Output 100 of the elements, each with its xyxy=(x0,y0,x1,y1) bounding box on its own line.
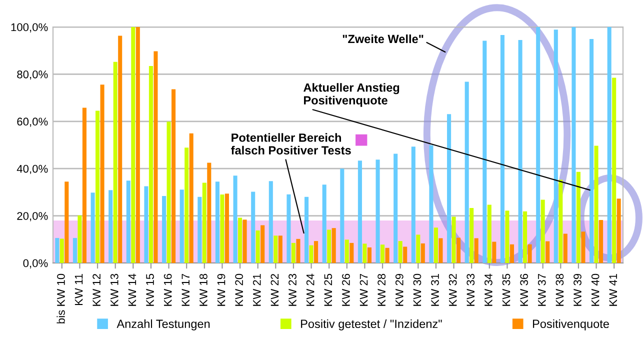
bar xyxy=(429,145,434,263)
bar xyxy=(594,146,598,263)
bar xyxy=(220,194,224,263)
bar xyxy=(238,218,242,263)
bar xyxy=(416,234,420,263)
x-tick-label: KW 27 xyxy=(360,274,368,306)
bar xyxy=(350,242,354,263)
x-tick-label: KW 26 xyxy=(342,274,350,306)
bar xyxy=(291,242,296,263)
bar xyxy=(242,220,247,263)
bar xyxy=(536,27,540,263)
x-tick-label: KW 23 xyxy=(288,274,296,306)
x-tick-label: KW 29 xyxy=(395,274,404,306)
x-tick-label: KW 25 xyxy=(324,274,332,306)
legend-label: Positiv getestet / "Inzidenz" xyxy=(301,319,442,330)
bar xyxy=(60,238,64,263)
bar xyxy=(394,154,398,263)
y-tick-label: 100,0% xyxy=(11,23,48,32)
bar xyxy=(540,200,545,263)
bar xyxy=(523,211,528,263)
x-tick-label: KW 32 xyxy=(448,274,457,306)
bar xyxy=(224,194,229,263)
bar xyxy=(304,196,309,263)
bar xyxy=(554,30,558,263)
bar xyxy=(148,66,153,263)
x-tick-label: KW 16 xyxy=(164,274,172,306)
x-tick-label: KW 15 xyxy=(146,274,154,306)
bar xyxy=(612,78,616,263)
y-tick-label: 80,0% xyxy=(17,70,48,80)
bar xyxy=(100,84,104,263)
bar xyxy=(296,238,300,263)
x-tick-label: KW 30 xyxy=(413,274,422,306)
bar xyxy=(558,180,563,263)
bar xyxy=(340,168,344,263)
bar xyxy=(438,238,443,263)
y-tick-label: 40,0% xyxy=(16,164,48,174)
x-tick-label: KW 18 xyxy=(200,274,208,306)
bar xyxy=(64,182,69,263)
bar xyxy=(198,196,202,263)
bar xyxy=(90,192,95,263)
x-tick-label: KW 21 xyxy=(252,274,261,306)
bar xyxy=(108,190,113,263)
annotation: "Zweite Welle" xyxy=(342,34,424,44)
bar xyxy=(233,176,238,263)
bar xyxy=(322,184,326,263)
bar xyxy=(251,192,256,263)
y-tick-label: 60,0% xyxy=(17,118,48,127)
bar xyxy=(55,238,60,263)
bar xyxy=(358,160,362,263)
y-tick-label: 0,0% xyxy=(23,259,48,268)
x-tick-label: KW 17 xyxy=(182,274,190,306)
x-tick-label: KW 28 xyxy=(378,274,386,306)
bar xyxy=(528,244,532,263)
bar xyxy=(470,208,474,263)
bar xyxy=(278,236,282,263)
bar xyxy=(380,244,385,263)
bar xyxy=(172,89,176,263)
bar xyxy=(616,198,621,263)
x-tick-label: KW 37 xyxy=(538,274,546,306)
bar xyxy=(96,110,100,263)
bar xyxy=(367,247,372,263)
bar xyxy=(314,241,318,263)
x-tick-label: KW 41 xyxy=(609,274,617,306)
x-tick-label: KW 35 xyxy=(502,274,510,306)
x-tick-label: KW 36 xyxy=(520,274,528,306)
legend-label: Positivenquote xyxy=(533,319,609,330)
x-tick-label: KW 31 xyxy=(431,274,439,306)
bar xyxy=(456,238,461,263)
bar xyxy=(260,225,265,263)
bar xyxy=(464,82,469,263)
bar xyxy=(72,238,77,263)
bar xyxy=(599,220,604,263)
bar xyxy=(154,51,158,263)
bar xyxy=(376,160,380,263)
x-tick-label: KW 14 xyxy=(128,274,136,306)
bar xyxy=(78,215,82,263)
x-tick-label: KW 12 xyxy=(92,274,100,306)
bar xyxy=(500,35,504,263)
x-tick-label: KW 39 xyxy=(574,274,582,306)
legend-label: Anzahl Testungen xyxy=(116,319,210,330)
bar xyxy=(118,36,122,263)
bar xyxy=(215,182,220,263)
bar xyxy=(411,146,416,263)
bar xyxy=(344,240,349,263)
bar xyxy=(180,190,184,263)
x-tick-label: KW 40 xyxy=(591,274,600,306)
bar xyxy=(572,27,576,263)
bar xyxy=(162,196,166,263)
bar xyxy=(189,133,194,263)
bar xyxy=(166,122,171,263)
bar xyxy=(207,162,212,263)
bar xyxy=(563,234,568,263)
bar xyxy=(256,230,260,263)
bar xyxy=(184,148,189,263)
bar xyxy=(474,238,478,263)
x-tick-label: KW 13 xyxy=(110,274,118,306)
bar xyxy=(286,194,291,263)
bar xyxy=(505,210,510,263)
bar xyxy=(492,242,496,263)
bar xyxy=(202,182,206,263)
